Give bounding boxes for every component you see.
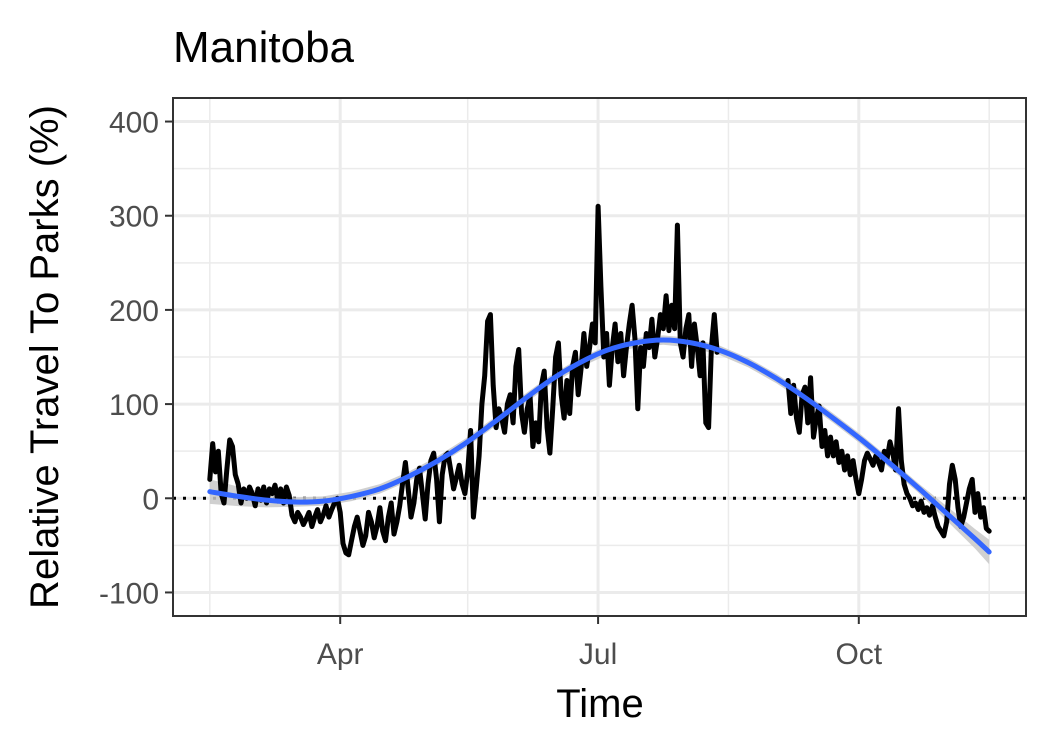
x-tick-label: Oct: [835, 638, 882, 671]
y-tick-label: 0: [142, 483, 159, 516]
chart-title: Manitoba: [173, 23, 355, 72]
raw-series: [207, 203, 992, 558]
y-tick-label: -100: [99, 577, 159, 610]
x-tick-label: Apr: [317, 638, 364, 671]
y-axis: 400 300 200 100 0 -100: [99, 107, 173, 610]
y-tick-label: 100: [109, 389, 159, 422]
smooth-trend-line: [207, 337, 992, 555]
y-tick-label: 200: [109, 295, 159, 328]
raw-series-line: [207, 203, 720, 558]
raw-series-line: [785, 375, 992, 539]
y-tick-label: 400: [109, 107, 159, 140]
x-tick-label: Jul: [579, 638, 617, 671]
x-axis-title: Time: [556, 682, 643, 726]
x-axis: Apr Jul Oct: [317, 616, 883, 671]
y-axis-title: Relative Travel To Parks (%): [23, 105, 67, 609]
plot-border: [172, 97, 1027, 617]
y-tick-label: 300: [109, 201, 159, 234]
